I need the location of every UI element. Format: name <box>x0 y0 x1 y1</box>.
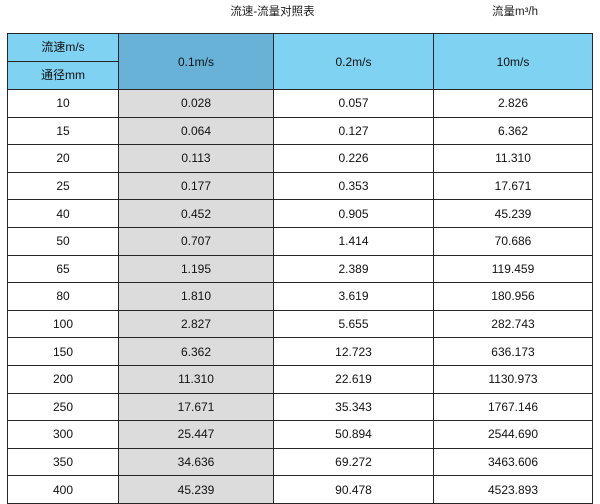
table-row: 350 34.636 69.272 3463.606 <box>7 447 593 477</box>
cell-flow-value: 3463.606 <box>433 447 593 477</box>
table-row: 80 1.810 3.619 180.956 <box>7 282 593 311</box>
cell-flow-value: 45.239 <box>118 475 274 504</box>
cell-flow-value: 119.459 <box>433 254 593 284</box>
cell-nominal-diameter: 250 <box>7 392 119 422</box>
corner-header-diameter-label: 通径mm <box>41 68 85 82</box>
cell-nominal-diameter: 350 <box>7 447 119 477</box>
table-row: 15 0.064 0.127 6.362 <box>7 116 593 146</box>
cell-flow-value: 180.956 <box>433 282 593 311</box>
table-row: 40 0.452 0.905 45.239 <box>7 199 593 228</box>
cell-flow-value: 50.894 <box>273 420 434 449</box>
cell-flow-value: 2544.690 <box>433 420 593 449</box>
cell-flow-value: 3.619 <box>273 282 434 311</box>
cell-nominal-diameter: 10 <box>7 89 119 118</box>
cell-flow-value: 2.826 <box>433 89 593 118</box>
cell-flow-value: 0.113 <box>118 144 274 173</box>
table-header: 流速m/s 0.1m/s 0.2m/s 10m/s 通径mm <box>7 33 593 90</box>
table-row: 65 1.195 2.389 119.459 <box>7 254 593 284</box>
cell-flow-value: 45.239 <box>433 199 593 228</box>
column-header-1: 0.2m/s <box>273 33 434 90</box>
cell-flow-value: 0.226 <box>273 144 434 173</box>
cell-flow-value: 1.195 <box>118 254 274 284</box>
table-row: 10 0.028 0.057 2.826 <box>7 89 593 118</box>
cell-flow-value: 34.636 <box>118 447 274 477</box>
cell-flow-value: 0.057 <box>273 89 434 118</box>
cell-nominal-diameter: 15 <box>7 116 119 146</box>
table-row: 20 0.113 0.226 11.310 <box>7 144 593 173</box>
cell-nominal-diameter: 150 <box>7 337 119 366</box>
table-row: 50 0.707 1.414 70.686 <box>7 226 593 256</box>
cell-flow-value: 17.671 <box>118 392 274 422</box>
corner-header-velocity-label: 流速m/s <box>41 40 85 54</box>
cell-flow-value: 0.353 <box>273 171 434 201</box>
cell-flow-value: 1767.146 <box>433 392 593 422</box>
cell-nominal-diameter: 65 <box>7 254 119 284</box>
table-row: 250 17.671 35.343 1767.146 <box>7 392 593 422</box>
cell-flow-value: 1130.973 <box>433 364 593 394</box>
cell-flow-value: 90.478 <box>273 475 434 504</box>
flow-table-container: 流速m/s 0.1m/s 0.2m/s 10m/s 通径mm 10 0.028 0.… <box>7 33 593 504</box>
cell-flow-value: 2.827 <box>118 309 274 339</box>
cell-flow-value: 4523.893 <box>433 475 593 504</box>
table-row: 150 6.362 12.723 636.173 <box>7 337 593 366</box>
cell-nominal-diameter: 20 <box>7 144 119 173</box>
cell-flow-value: 6.362 <box>433 116 593 146</box>
cell-flow-value: 0.177 <box>118 171 274 201</box>
title-bar: 流速-流量对照表 流量m³/h <box>0 0 600 32</box>
cell-nominal-diameter: 400 <box>7 475 119 504</box>
cell-nominal-diameter: 80 <box>7 282 119 311</box>
header-row-velocity: 流速m/s 0.1m/s 0.2m/s 10m/s <box>7 33 593 90</box>
cell-flow-value: 5.655 <box>273 309 434 339</box>
cell-flow-value: 282.743 <box>433 309 593 339</box>
table-body: 10 0.028 0.057 2.826 15 0.064 0.127 6.362 20 0.11… <box>7 89 593 504</box>
header-row-diameter: 通径mm <box>7 61 593 90</box>
flow-unit-label: 流量m³/h <box>492 6 538 18</box>
cell-flow-value: 70.686 <box>433 226 593 256</box>
cell-flow-value: 636.173 <box>433 337 593 366</box>
cell-flow-value: 0.028 <box>118 89 274 118</box>
cell-nominal-diameter: 200 <box>7 364 119 394</box>
corner-header-diameter: 通径mm <box>7 61 119 90</box>
cell-flow-value: 0.707 <box>118 226 274 256</box>
table-row: 25 0.177 0.353 17.671 <box>7 171 593 201</box>
cell-flow-value: 11.310 <box>433 144 593 173</box>
table-row: 300 25.447 50.894 2544.690 <box>7 420 593 449</box>
cell-flow-value: 0.452 <box>118 199 274 228</box>
corner-header-velocity: 流速m/s <box>7 33 119 62</box>
cell-flow-value: 0.905 <box>273 199 434 228</box>
cell-flow-value: 22.619 <box>273 364 434 394</box>
table-row: 400 45.239 90.478 4523.893 <box>7 475 593 504</box>
cell-flow-value: 25.447 <box>118 420 274 449</box>
cell-flow-value: 11.310 <box>118 364 274 394</box>
cell-nominal-diameter: 25 <box>7 171 119 201</box>
cell-flow-value: 1.810 <box>118 282 274 311</box>
table-row: 100 2.827 5.655 282.743 <box>7 309 593 339</box>
table-row: 200 11.310 22.619 1130.973 <box>7 364 593 394</box>
cell-flow-value: 69.272 <box>273 447 434 477</box>
cell-nominal-diameter: 300 <box>7 420 119 449</box>
cell-flow-value: 12.723 <box>273 337 434 366</box>
cell-flow-value: 17.671 <box>433 171 593 201</box>
cell-flow-value: 2.389 <box>273 254 434 284</box>
cell-nominal-diameter: 100 <box>7 309 119 339</box>
page-title: 流速-流量对照表 <box>230 6 315 18</box>
cell-flow-value: 0.064 <box>118 116 274 146</box>
column-header-2: 10m/s <box>433 33 593 90</box>
cell-flow-value: 0.127 <box>273 116 434 146</box>
flow-rate-table: 流速m/s 0.1m/s 0.2m/s 10m/s 通径mm 10 0.028 0.… <box>7 33 593 504</box>
cell-nominal-diameter: 40 <box>7 199 119 228</box>
cell-flow-value: 35.343 <box>273 392 434 422</box>
cell-flow-value: 6.362 <box>118 337 274 366</box>
cell-flow-value: 1.414 <box>273 226 434 256</box>
column-header-0: 0.1m/s <box>118 33 274 90</box>
cell-nominal-diameter: 50 <box>7 226 119 256</box>
